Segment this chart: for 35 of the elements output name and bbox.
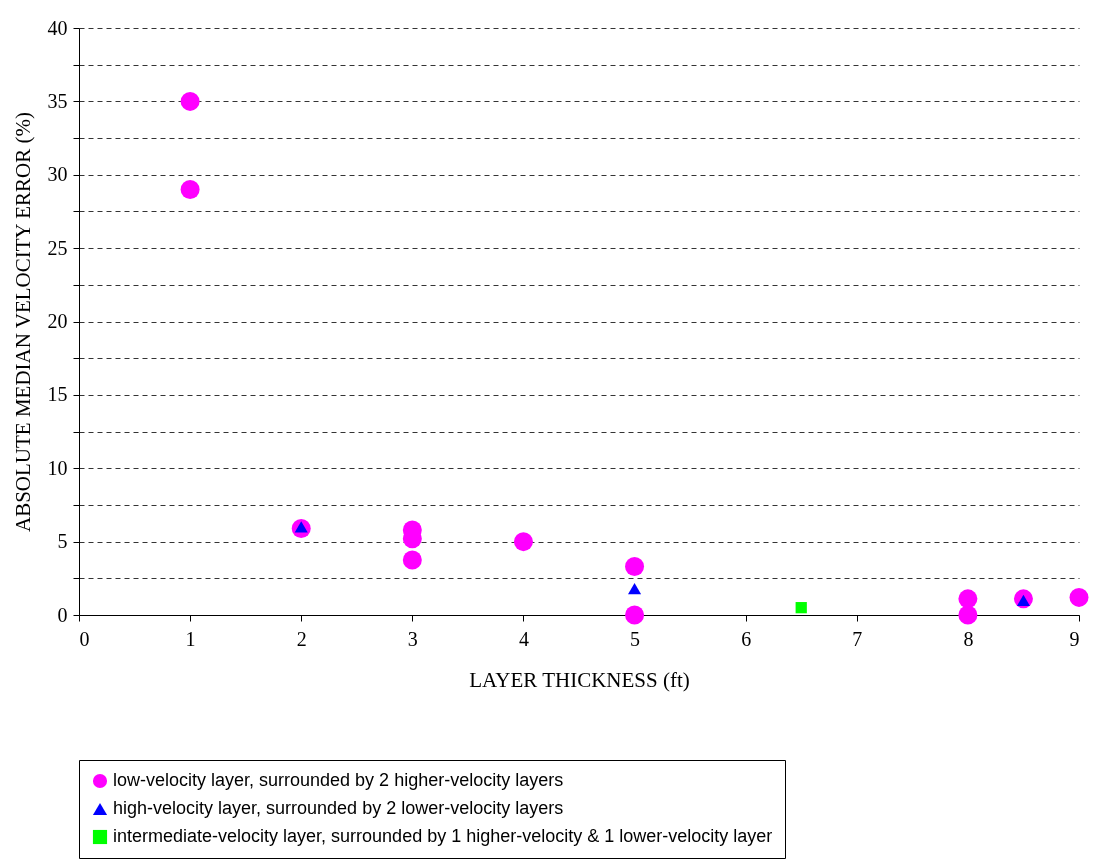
y-tick-label: 15	[47, 383, 68, 406]
y-tick-label: 0	[57, 603, 68, 626]
x-tick-label: 7	[852, 627, 863, 650]
x-tick-label: 5	[630, 627, 641, 650]
point	[795, 602, 807, 614]
point	[513, 532, 533, 552]
point	[402, 550, 422, 570]
point	[180, 91, 200, 111]
x-tick-label: 2	[296, 627, 307, 650]
point	[958, 605, 978, 625]
y-tick-label: 25	[47, 236, 68, 259]
y-tick-label: 35	[47, 89, 68, 112]
y-tick-label: 20	[47, 310, 68, 332]
x-axis-title: LAYER THICKNESS (ft)	[469, 667, 690, 692]
x-tick-label: 1	[185, 627, 196, 650]
point	[958, 589, 978, 609]
point	[625, 605, 645, 625]
point	[1069, 587, 1089, 607]
point	[180, 179, 200, 199]
x-tick-label: 4	[518, 627, 529, 650]
x-tick-label: 8	[963, 627, 974, 650]
x-tick-label: 0	[79, 627, 90, 650]
legend-label: intermediate-velocity layer, surrounded by 1 higher-velocity & 1 lower-velocity layer	[113, 826, 773, 846]
x-tick-label: 6	[741, 627, 752, 650]
y-tick-label: 10	[47, 456, 68, 479]
x-tick-label: 9	[1069, 627, 1080, 650]
y-tick-label: 5	[57, 530, 68, 553]
y-tick-label: 30	[47, 163, 68, 186]
point	[625, 557, 645, 577]
y-tick-label: 40	[47, 16, 68, 39]
y-axis-title: ABSOLUTE MEDIAN VELOCITY ERROR (%)	[10, 112, 35, 532]
x-tick-label: 3	[407, 627, 418, 650]
legend-label: low-velocity layer, surrounded by 2 higher-velocity layers	[113, 770, 564, 790]
point	[628, 582, 642, 595]
legend-label: high-velocity layer, surrounded by 2 lower-velocity layers	[113, 798, 564, 818]
